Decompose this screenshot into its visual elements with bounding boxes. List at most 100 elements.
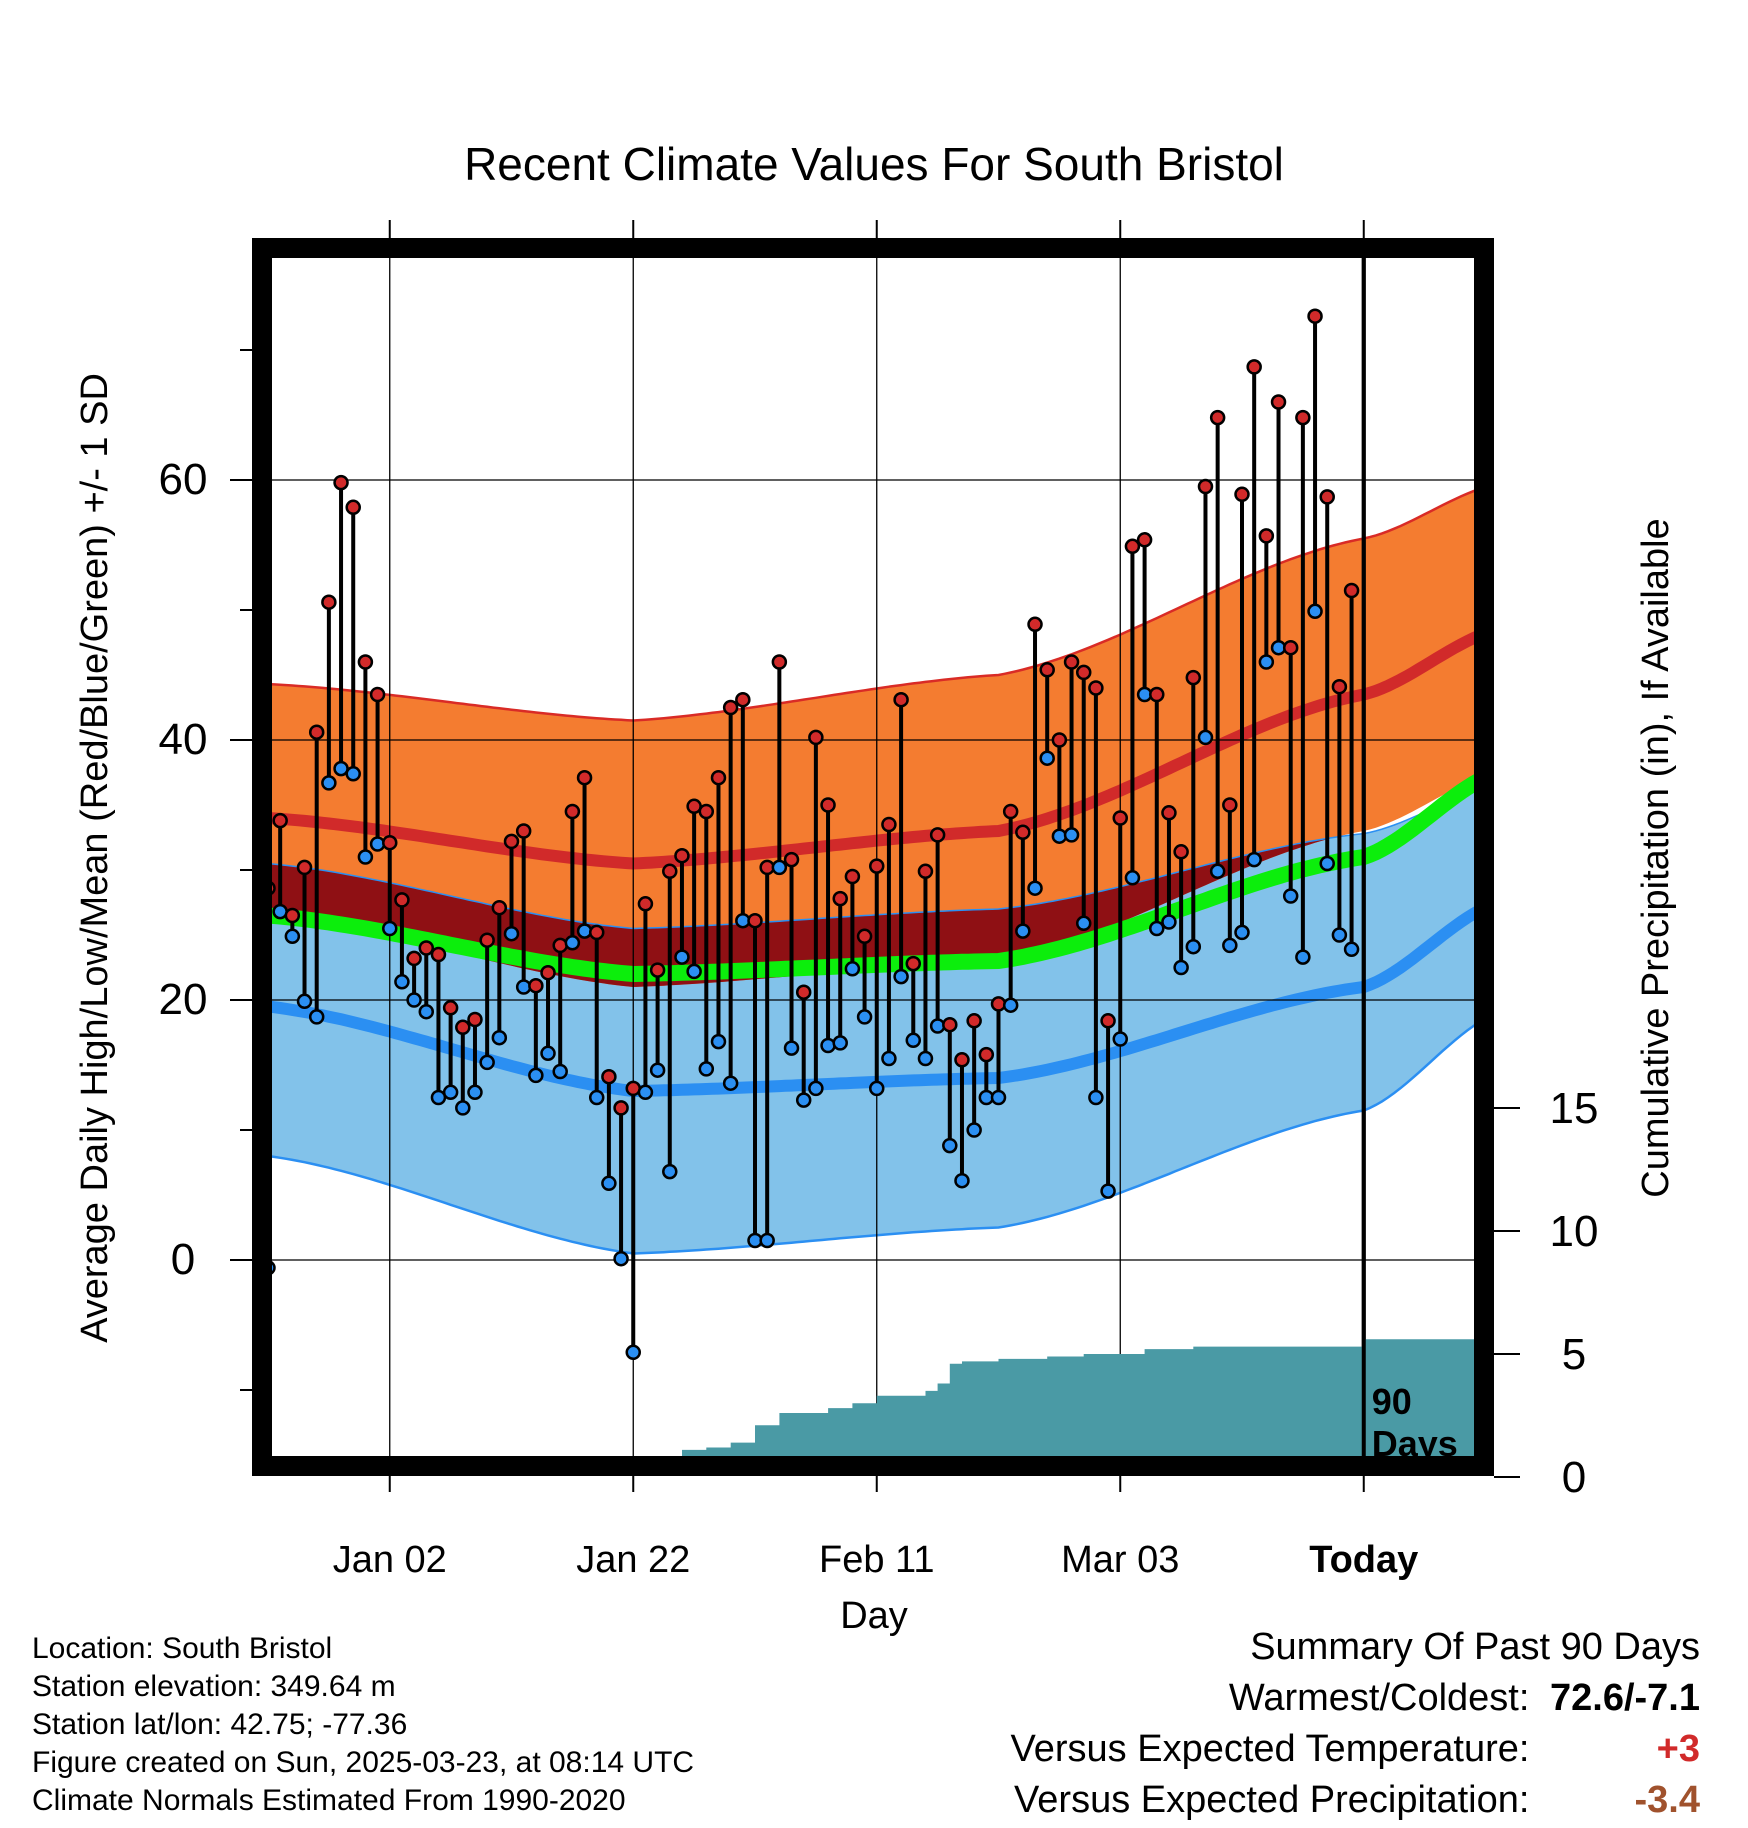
daily-low-point xyxy=(321,775,337,791)
daily-low-point xyxy=(601,1175,617,1192)
daily-low-point xyxy=(942,1137,958,1154)
daily-low-point xyxy=(1063,827,1080,843)
daily-low-point xyxy=(1295,949,1311,965)
daily-low-point xyxy=(1282,888,1299,904)
daily-low-point xyxy=(442,1084,459,1101)
daily-low-point xyxy=(917,1050,934,1067)
daily-low-point xyxy=(710,1033,727,1050)
daily-low-point xyxy=(674,949,690,965)
y-axis-right-label: Cumulative Precipitation (in), If Availa… xyxy=(1635,518,1677,1197)
daily-high-point xyxy=(1149,686,1165,703)
daily-high-point xyxy=(747,912,763,929)
daily-low-point xyxy=(382,920,398,937)
daily-low-point xyxy=(357,849,374,865)
daily-low-point xyxy=(296,993,313,1010)
daily-high-point xyxy=(382,834,398,851)
precip-delta-row: Versus Expected Precipitation: -3.4 xyxy=(1011,1775,1700,1826)
daily-low-point xyxy=(990,1089,1007,1106)
daily-high-point xyxy=(406,950,422,967)
daily-high-point xyxy=(613,1100,629,1116)
daily-low-point xyxy=(1173,959,1189,976)
daily-high-point xyxy=(479,932,495,948)
daily-low-point xyxy=(406,992,422,1008)
high-sd-upper-edge xyxy=(267,486,1484,722)
daily-low-point xyxy=(491,1029,508,1046)
daily-low-point xyxy=(467,1084,483,1101)
daily-high-point xyxy=(1270,394,1287,410)
daily-low-point xyxy=(528,1067,544,1084)
daily-high-point xyxy=(1258,528,1275,544)
daily-low-point xyxy=(284,928,301,945)
x-tick-label: Jan 22 xyxy=(576,1539,690,1581)
daily-high-point xyxy=(1161,805,1177,821)
daily-low-point xyxy=(588,1089,605,1106)
low-sd-lower-edge xyxy=(267,1018,1484,1255)
daily-low-point xyxy=(1161,914,1177,930)
daily-low-point xyxy=(1319,855,1335,872)
daily-low-point xyxy=(686,963,702,980)
daily-low-point xyxy=(869,1080,885,1097)
y-right-tick-label: 10 xyxy=(1550,1207,1599,1256)
daily-low-point xyxy=(1209,863,1226,880)
daily-high-point xyxy=(771,654,788,670)
daily-low-point xyxy=(479,1054,495,1071)
daily-low-point xyxy=(1197,729,1214,746)
daily-high-point xyxy=(710,769,727,786)
daily-low-point xyxy=(856,1009,873,1025)
daily-high-point xyxy=(917,863,934,880)
daily-high-point xyxy=(637,896,654,912)
daily-high-point xyxy=(1246,359,1262,375)
daily-high-point xyxy=(1343,582,1360,599)
daily-low-point xyxy=(905,1032,922,1049)
daily-high-point xyxy=(455,1019,471,1036)
y-right-tick-label: 15 xyxy=(1550,1084,1599,1133)
daily-high-point xyxy=(869,858,885,874)
y-tick-label: 60 xyxy=(159,455,208,504)
normal-high-line xyxy=(267,627,1484,870)
daily-high-point xyxy=(674,847,690,864)
daily-low-point xyxy=(1100,1183,1116,1199)
daily-high-point xyxy=(528,977,544,994)
daily-high-point xyxy=(515,823,532,839)
warmest-coldest-label: Warmest/Coldest: xyxy=(1228,1677,1530,1719)
temp-delta-label: Versus Expected Temperature: xyxy=(1010,1728,1530,1770)
daily-high-point xyxy=(588,924,605,941)
daily-low-point xyxy=(722,1075,739,1091)
location-text: Location: South Bristol xyxy=(32,1632,333,1665)
daily-high-point xyxy=(357,654,374,670)
daily-high-point xyxy=(881,816,897,833)
y-tick-label: 20 xyxy=(159,975,208,1024)
normal-mean-line xyxy=(267,769,1484,983)
daily-high-point xyxy=(467,1011,483,1028)
daily-high-point xyxy=(345,499,361,516)
daily-high-point xyxy=(418,940,435,956)
daily-high-point xyxy=(1331,678,1348,695)
latlon-text: Station lat/lon: 42.75; -77.36 xyxy=(32,1708,408,1741)
daily-low-point xyxy=(418,1003,435,1020)
warmest-coldest-row: Warmest/Coldest: 72.6/-7.1 xyxy=(1011,1673,1700,1724)
daily-low-point xyxy=(540,1045,556,1062)
daily-high-point xyxy=(1002,803,1019,820)
chart-title: Recent Climate Values For South Bristol xyxy=(464,138,1284,190)
daily-high-point xyxy=(1136,532,1153,548)
overlap-band xyxy=(268,837,1334,987)
daily-high-point xyxy=(844,868,861,885)
daily-high-point xyxy=(1209,409,1226,426)
daily-high-point xyxy=(540,964,556,981)
summary-panel: Summary Of Past 90 Days Warmest/Coldest:… xyxy=(1011,1622,1700,1826)
daily-high-point xyxy=(1173,844,1189,860)
daily-low-point xyxy=(1039,750,1055,766)
daily-high-point xyxy=(1112,810,1128,826)
daily-high-point xyxy=(321,594,337,610)
precip-area xyxy=(572,1339,1484,1466)
daily-low-point xyxy=(783,1040,800,1056)
elevation-text: Station elevation: 349.64 m xyxy=(32,1670,396,1703)
daily-high-point xyxy=(564,803,581,820)
daily-low-point xyxy=(698,1061,715,1077)
daily-low-point xyxy=(394,974,410,990)
daily-high-point xyxy=(735,691,751,708)
daily-low-point xyxy=(1088,1089,1104,1106)
daily-low-point xyxy=(1015,923,1031,939)
daily-low-point xyxy=(1258,654,1275,670)
daily-low-point xyxy=(503,925,520,942)
